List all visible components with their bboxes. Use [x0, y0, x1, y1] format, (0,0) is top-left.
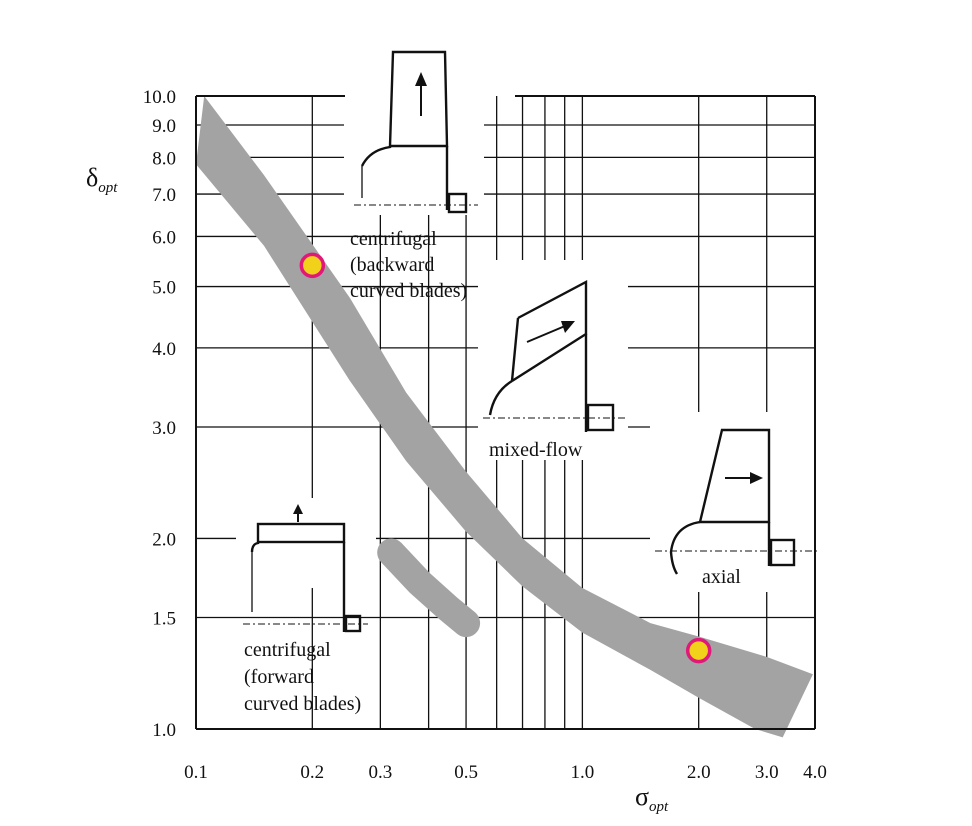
x-tick-label: 0.1 — [184, 762, 208, 783]
x-axis-label-sub: opt — [649, 799, 669, 815]
x-tick-label: 3.0 — [755, 762, 779, 783]
efficiency-bands — [196, 96, 813, 738]
x-axis-label: σopt — [635, 782, 669, 815]
annotation-mixed-flow: mixed-flow — [489, 439, 583, 461]
y-tick-label: 1.5 — [152, 609, 176, 630]
annotation-centrifugal-forward: centrifugal (forward curved blades) — [244, 639, 361, 715]
arrow-up-icon — [415, 72, 427, 86]
y-tick-label: 10.0 — [143, 87, 176, 108]
y-axis-label-main: δ — [86, 163, 98, 192]
arrow-up-small-icon — [293, 504, 303, 514]
annotation-line: centrifugal — [350, 228, 437, 250]
y-tick-label: 8.0 — [152, 148, 176, 169]
y-tick-label: 1.0 — [152, 720, 176, 741]
x-axis-label-main: σ — [635, 782, 649, 811]
centrifugal-forward-sketch — [243, 504, 368, 633]
sketch-background — [344, 40, 484, 215]
plot-frame — [195, 95, 816, 730]
x-tick-label: 0.2 — [300, 762, 324, 783]
x-tick-label: 4.0 — [803, 762, 827, 783]
annotation-line: curved blades) — [350, 280, 467, 302]
centrifugal-backward-sketch — [354, 50, 478, 214]
sketch-background — [650, 412, 822, 592]
y-axis-label-sub: opt — [98, 180, 118, 196]
highlight-points — [299, 252, 712, 664]
y-tick-label: 3.0 — [152, 418, 176, 439]
sketch-background — [478, 260, 628, 460]
x-tick-label: 1.0 — [571, 762, 595, 783]
annotation-line: (forward — [244, 666, 314, 688]
highlight-point — [299, 252, 326, 279]
tick-labels: 0.1 0.2 0.3 0.5 1.0 2.0 3.0 4.0 1.0 1.5 2.0 3.0 4.0 5… — [143, 87, 827, 783]
arrow-diagonal-icon — [561, 321, 575, 333]
axial-sketch — [655, 428, 820, 575]
y-tick-label: 4.0 — [152, 339, 176, 360]
y-tick-label: 6.0 — [152, 227, 176, 248]
x-tick-label: 2.0 — [687, 762, 711, 783]
annotation-line: (backward — [350, 254, 434, 276]
annotation-line: curved blades) — [244, 693, 361, 715]
highlight-point — [685, 637, 712, 664]
band-main — [196, 96, 813, 738]
arrow-right-icon — [750, 472, 763, 484]
y-tick-label: 9.0 — [152, 116, 176, 137]
y-tick-label: 5.0 — [152, 278, 176, 299]
annotation-line: centrifugal — [244, 639, 331, 661]
annotation-centrifugal-backward: centrifugal (backward curved blades) — [350, 228, 467, 302]
y-tick-label: 2.0 — [152, 529, 176, 550]
annotation-axial: axial — [702, 566, 741, 588]
x-tick-label: 0.5 — [454, 762, 478, 783]
band-secondary — [377, 538, 481, 638]
y-axis-label: δopt — [86, 163, 118, 196]
x-tick-label: 0.3 — [368, 762, 392, 783]
mixed-flow-sketch — [483, 280, 625, 432]
y-tick-label: 7.0 — [152, 185, 176, 206]
